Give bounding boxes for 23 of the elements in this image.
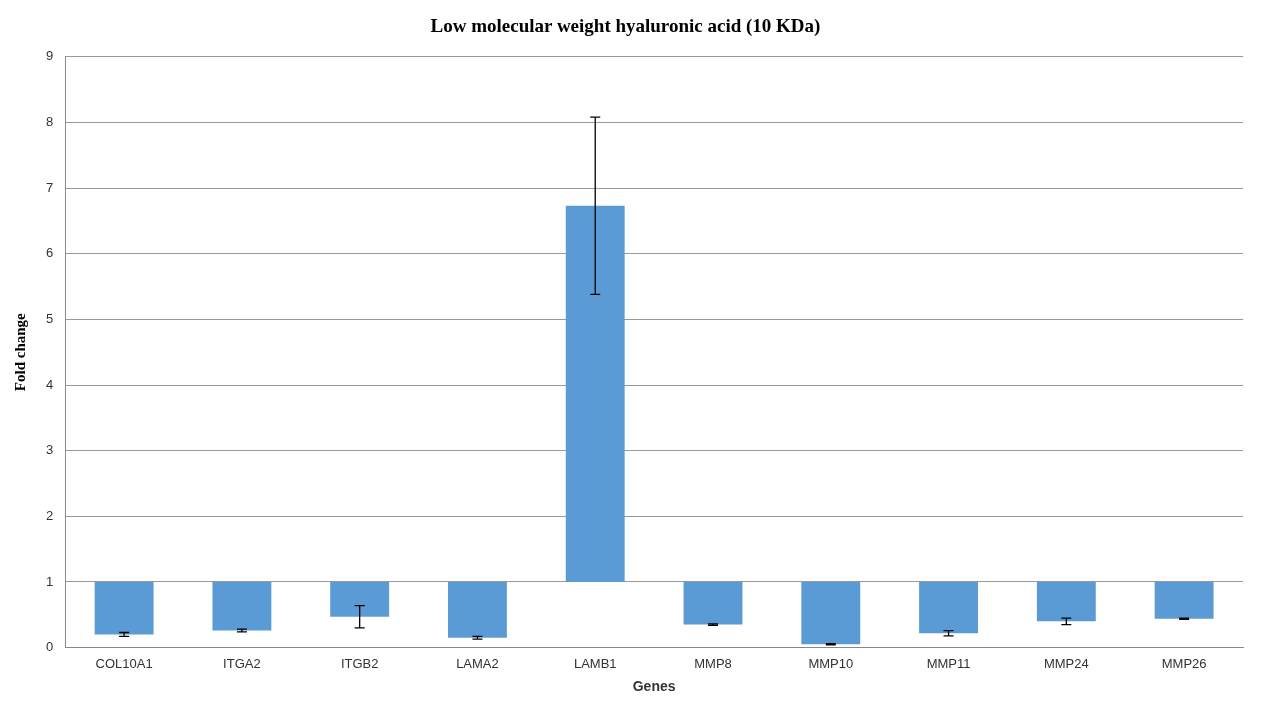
y-tick-label: 8 [46, 114, 54, 130]
y-axis-title: Fold change [11, 312, 28, 392]
y-tick-label: 0 [46, 639, 54, 655]
y-tick-label: 1 [46, 573, 54, 589]
y-tick-label: 3 [46, 442, 54, 458]
x-tick-label: MMP24 [1043, 655, 1089, 671]
chart-title: Low molecular weight hyaluronic acid (10 KDa) [430, 15, 821, 38]
y-tick-label: 4 [46, 376, 54, 392]
x-tick-label: LAMA2 [456, 655, 499, 671]
x-tick-label: MMP11 [926, 655, 971, 671]
x-tick-label: ITGA2 [223, 655, 261, 671]
y-tick-label: 7 [46, 179, 54, 195]
x-tick-label: MMP10 [808, 655, 854, 671]
x-tick-label: COL10A1 [95, 655, 153, 671]
y-tick-label: 2 [46, 507, 54, 523]
x-tick-label: LAMB1 [573, 655, 617, 671]
x-tick-label: MMP8 [694, 655, 732, 671]
x-axis-title: Genes [632, 678, 676, 695]
y-tick-label: 5 [46, 310, 54, 326]
y-tick-label: 6 [46, 245, 54, 261]
y-tick-label: 9 [46, 48, 54, 64]
x-tick-label: ITGB2 [340, 655, 379, 671]
x-tick-label: MMP26 [1161, 655, 1207, 671]
